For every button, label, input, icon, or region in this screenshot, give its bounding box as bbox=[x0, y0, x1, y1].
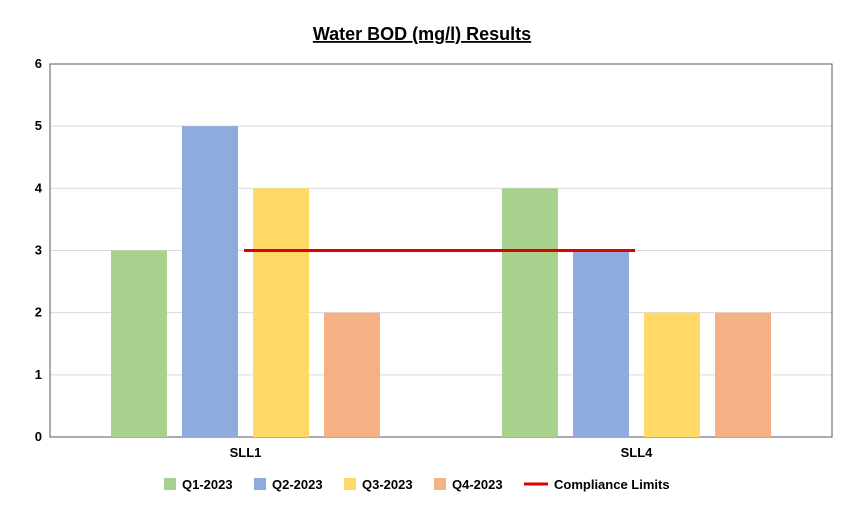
y-tick-label: 1 bbox=[35, 367, 42, 382]
legend-label: Q1-2023 bbox=[182, 477, 233, 492]
axis-labels: 0 1 2 3 4 5 6 SLL1 SLL4 bbox=[35, 56, 653, 460]
legend-swatch bbox=[164, 478, 176, 490]
legend-label: Compliance Limits bbox=[554, 477, 670, 492]
legend: Q1-2023 Q2-2023 Q3-2023 Q4-2023 Compliance L… bbox=[164, 477, 670, 492]
legend-label: Q3-2023 bbox=[362, 477, 413, 492]
x-category-label: SLL1 bbox=[230, 445, 262, 460]
legend-label: Q4-2023 bbox=[452, 477, 503, 492]
plot-area-border bbox=[49, 63, 833, 438]
bar-q4-2023-sll1 bbox=[324, 312, 380, 437]
y-tick-label: 5 bbox=[35, 118, 42, 133]
bar-q2-2023-sll4 bbox=[573, 250, 629, 437]
y-tick-label: 6 bbox=[35, 56, 42, 71]
bar-q3-2023-sll1 bbox=[253, 188, 309, 437]
chart-title: Water BOD (mg/l) Results bbox=[313, 24, 531, 44]
y-tick-label: 3 bbox=[35, 243, 42, 258]
bar-q4-2023-sll4 bbox=[715, 312, 771, 437]
bar-q2-2023-sll1 bbox=[182, 126, 238, 438]
bar-q3-2023-sll4 bbox=[644, 312, 700, 437]
legend-swatch bbox=[344, 478, 356, 490]
bar-q1-2023-sll1 bbox=[111, 250, 167, 437]
bar-q1-2023-sll4 bbox=[502, 188, 558, 437]
y-tick-label: 4 bbox=[35, 180, 43, 195]
legend-swatch bbox=[434, 478, 446, 490]
y-tick-label: 2 bbox=[35, 305, 42, 320]
bars bbox=[111, 126, 771, 438]
x-category-label: SLL4 bbox=[621, 445, 654, 460]
legend-label: Q2-2023 bbox=[272, 477, 323, 492]
legend-swatch bbox=[254, 478, 266, 490]
y-tick-label: 0 bbox=[35, 429, 42, 444]
